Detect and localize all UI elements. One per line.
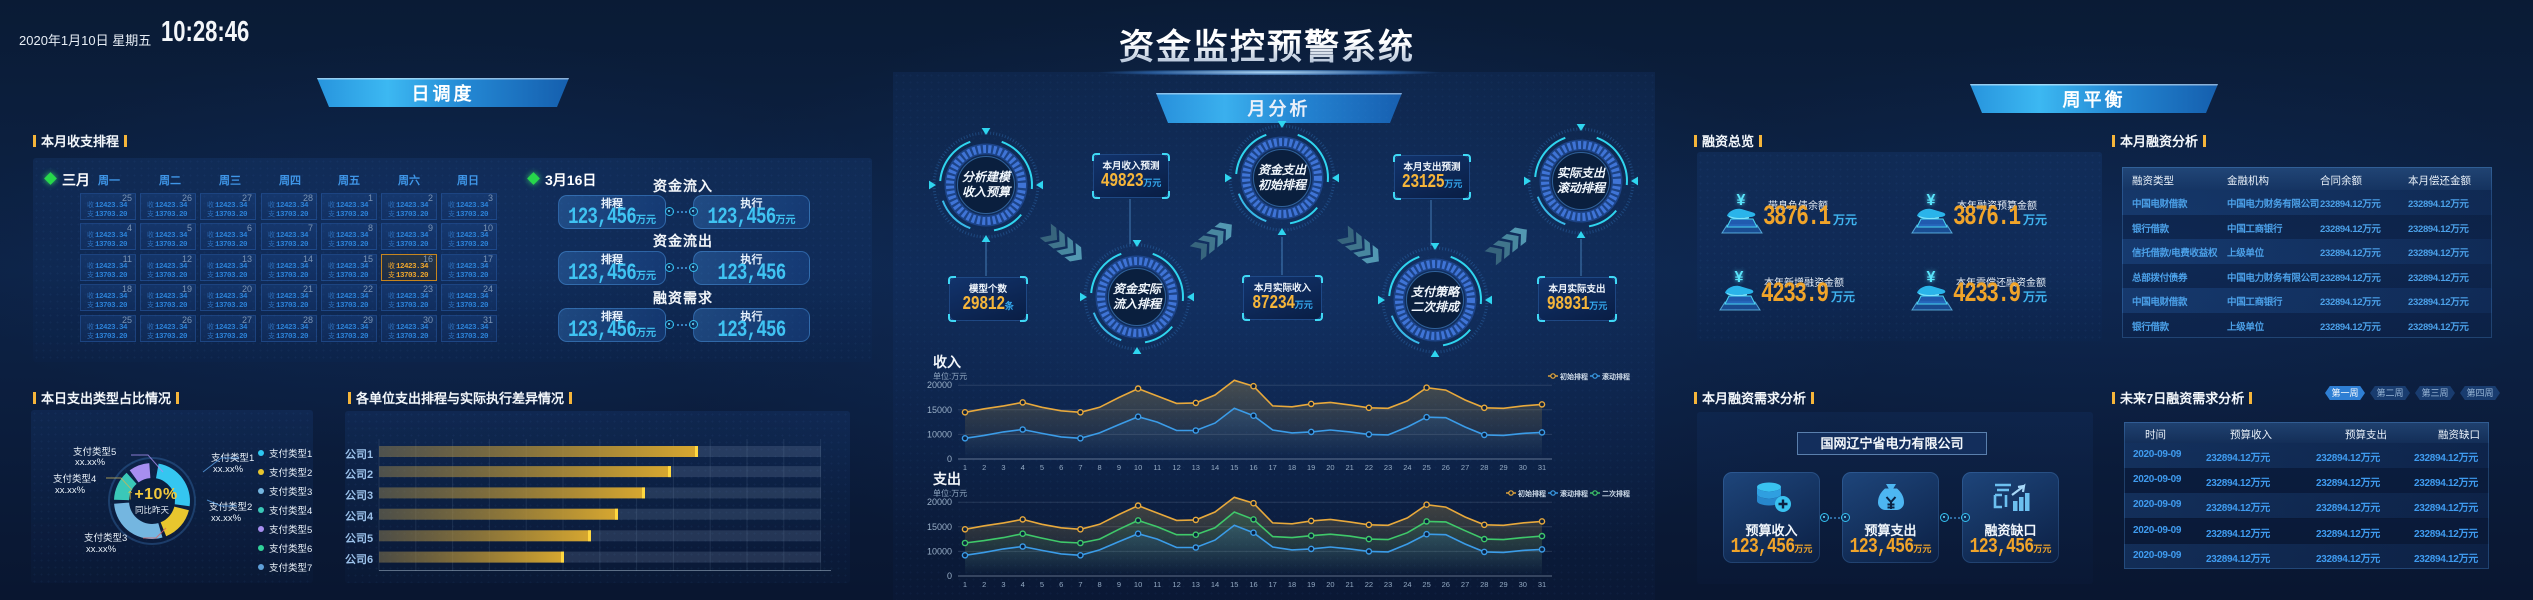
svg-text:23: 23 (1384, 580, 1392, 589)
svg-text:资金支出: 资金支出 (1258, 163, 1307, 177)
svg-text:初始排程: 初始排程 (1258, 178, 1308, 192)
svg-text:2: 2 (982, 580, 986, 589)
svg-text:17: 17 (1269, 580, 1277, 589)
svg-text:滚动排程: 滚动排程 (1557, 181, 1607, 195)
svg-text:0: 0 (947, 571, 952, 581)
svg-text:24: 24 (1403, 463, 1411, 472)
svg-text:27: 27 (1461, 463, 1469, 472)
svg-text:10: 10 (1134, 463, 1142, 472)
svg-text:28: 28 (1480, 463, 1488, 472)
svg-text:20: 20 (1326, 580, 1334, 589)
svg-text:30: 30 (1519, 580, 1527, 589)
svg-text:¥: ¥ (1927, 269, 1936, 286)
svg-text:20000: 20000 (927, 380, 952, 390)
svg-text:15: 15 (1230, 463, 1238, 472)
svg-text:¥: ¥ (1735, 269, 1744, 286)
svg-text:15: 15 (1230, 580, 1238, 589)
svg-text:1: 1 (963, 463, 967, 472)
svg-text:7: 7 (1078, 580, 1082, 589)
svg-text:1: 1 (963, 580, 967, 589)
svg-text:15000: 15000 (927, 405, 952, 415)
svg-text:12: 12 (1172, 580, 1180, 589)
svg-text:¥: ¥ (1737, 192, 1746, 209)
svg-text:初始排程: 初始排程 (1518, 489, 1546, 498)
svg-text:13: 13 (1192, 463, 1200, 472)
svg-text:24: 24 (1403, 580, 1411, 589)
svg-text:30: 30 (1519, 463, 1527, 472)
svg-text:19: 19 (1307, 580, 1315, 589)
svg-text:滚动排程: 滚动排程 (1560, 489, 1588, 498)
svg-text:26: 26 (1442, 580, 1450, 589)
svg-text:15000: 15000 (927, 522, 952, 532)
svg-text:11: 11 (1153, 580, 1161, 589)
svg-text:资金实际: 资金实际 (1113, 282, 1163, 296)
svg-text:6: 6 (1059, 580, 1063, 589)
svg-text:19: 19 (1307, 463, 1315, 472)
svg-text:6: 6 (1059, 463, 1063, 472)
svg-text:实际支出: 实际支出 (1557, 166, 1606, 180)
svg-text:10000: 10000 (927, 429, 952, 439)
svg-text:20000: 20000 (927, 497, 952, 507)
svg-text:10000: 10000 (927, 546, 952, 556)
svg-text:29: 29 (1499, 463, 1507, 472)
svg-text:16: 16 (1249, 580, 1257, 589)
svg-text:21: 21 (1346, 580, 1354, 589)
svg-text:7: 7 (1078, 463, 1082, 472)
svg-text:滚动排程: 滚动排程 (1602, 372, 1630, 381)
svg-text:3: 3 (1001, 580, 1005, 589)
svg-text:¥: ¥ (1927, 192, 1936, 209)
svg-text:23: 23 (1384, 463, 1392, 472)
svg-text:支付策略: 支付策略 (1411, 285, 1461, 299)
svg-text:25: 25 (1422, 463, 1430, 472)
svg-text:18: 18 (1288, 580, 1296, 589)
svg-text:9: 9 (1117, 580, 1121, 589)
svg-text:10: 10 (1134, 580, 1142, 589)
svg-text:初始排程: 初始排程 (1560, 372, 1588, 381)
svg-text:16: 16 (1249, 463, 1257, 472)
svg-text:二次排程: 二次排程 (1602, 489, 1630, 498)
svg-text:21: 21 (1346, 463, 1354, 472)
svg-text:二次排成: 二次排成 (1411, 300, 1461, 314)
svg-text:4: 4 (1021, 463, 1025, 472)
svg-text:0: 0 (947, 454, 952, 464)
svg-text:22: 22 (1365, 580, 1373, 589)
svg-text:11: 11 (1153, 463, 1161, 472)
svg-text:13: 13 (1192, 580, 1200, 589)
svg-text:14: 14 (1211, 580, 1219, 589)
svg-text:31: 31 (1538, 463, 1546, 472)
svg-text:31: 31 (1538, 580, 1546, 589)
svg-text:20: 20 (1326, 463, 1334, 472)
svg-text:26: 26 (1442, 463, 1450, 472)
svg-text:12: 12 (1172, 463, 1180, 472)
svg-text:8: 8 (1098, 463, 1102, 472)
svg-text:8: 8 (1098, 580, 1102, 589)
svg-text:29: 29 (1499, 580, 1507, 589)
svg-text:9: 9 (1117, 463, 1121, 472)
svg-text:22: 22 (1365, 463, 1373, 472)
svg-text:3: 3 (1001, 463, 1005, 472)
svg-text:14: 14 (1211, 463, 1219, 472)
svg-text:5: 5 (1040, 463, 1044, 472)
svg-text:收入预算: 收入预算 (962, 185, 1012, 199)
svg-text:5: 5 (1040, 580, 1044, 589)
svg-text:27: 27 (1461, 580, 1469, 589)
svg-text:4: 4 (1021, 580, 1025, 589)
svg-text:25: 25 (1422, 580, 1430, 589)
svg-text:流入排程: 流入排程 (1113, 297, 1163, 311)
svg-text:18: 18 (1288, 463, 1296, 472)
svg-text:2: 2 (982, 463, 986, 472)
svg-text:分析建模: 分析建模 (962, 170, 1012, 184)
svg-text:28: 28 (1480, 580, 1488, 589)
svg-text:17: 17 (1269, 463, 1277, 472)
